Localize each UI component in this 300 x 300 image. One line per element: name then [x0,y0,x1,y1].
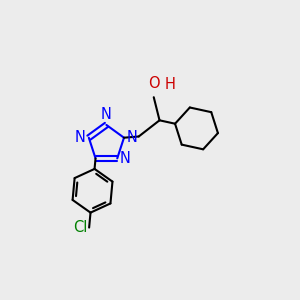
Text: N: N [101,107,112,122]
Text: Cl: Cl [73,220,87,235]
Text: N: N [127,130,137,145]
Text: N: N [74,130,85,145]
Text: H: H [165,77,176,92]
Text: O: O [148,76,160,92]
Text: N: N [120,151,131,166]
